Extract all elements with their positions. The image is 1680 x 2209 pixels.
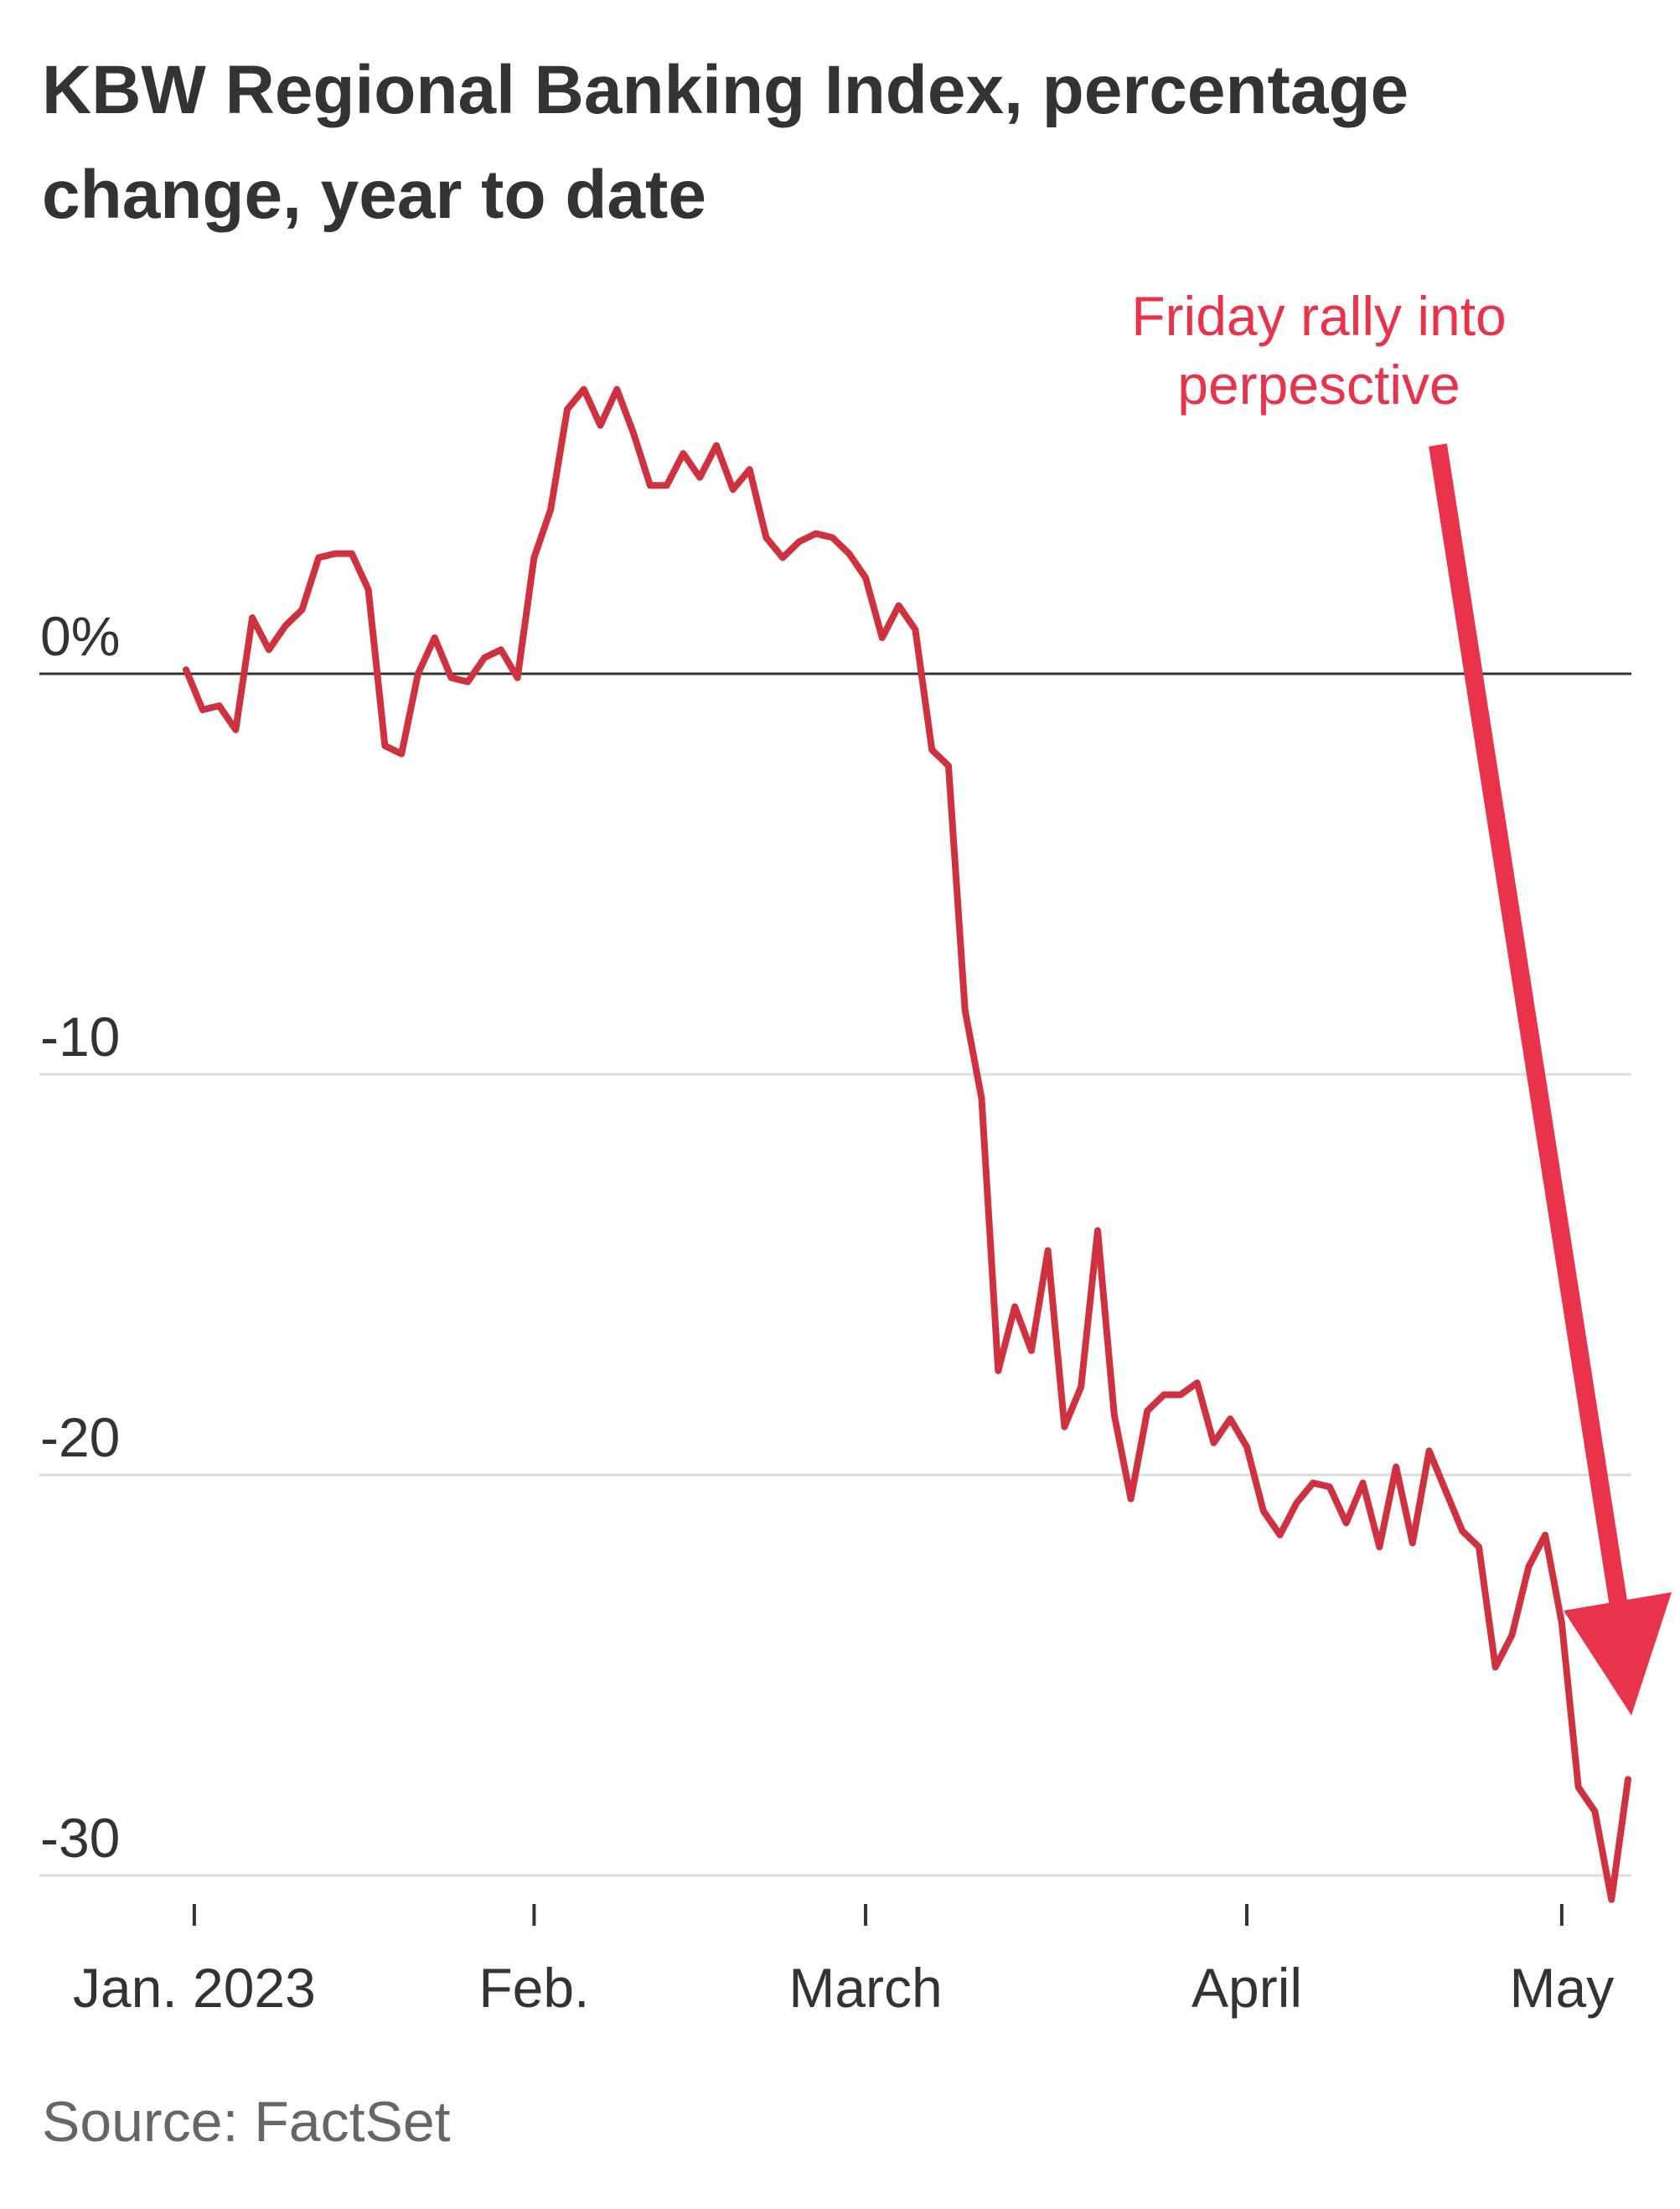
- chart-title: KBW Regional Banking Index, percentage: [42, 52, 1409, 128]
- x-tick-label: May: [1510, 1957, 1615, 2019]
- y-tick-label: 0%: [40, 605, 120, 667]
- x-tick-label: March: [788, 1957, 942, 2019]
- y-tick-label: -10: [40, 1006, 120, 1068]
- chart-title: change, year to date: [42, 157, 706, 233]
- y-tick-label: -20: [40, 1406, 120, 1468]
- source: Source: FactSet: [42, 2090, 451, 2154]
- data-line: [183, 385, 1631, 1903]
- annotation: Friday rally into: [1131, 285, 1506, 347]
- x-tick-label: April: [1192, 1957, 1302, 2019]
- x-tick-label: Feb.: [478, 1957, 589, 2019]
- annotation: perpesctive: [1177, 354, 1460, 416]
- annotation-arrowhead: [1564, 1592, 1672, 1715]
- x-tick-label: Jan. 2023: [73, 1957, 316, 2019]
- annotation-arrow: [1429, 443, 1630, 1619]
- y-tick-label: -30: [40, 1807, 120, 1869]
